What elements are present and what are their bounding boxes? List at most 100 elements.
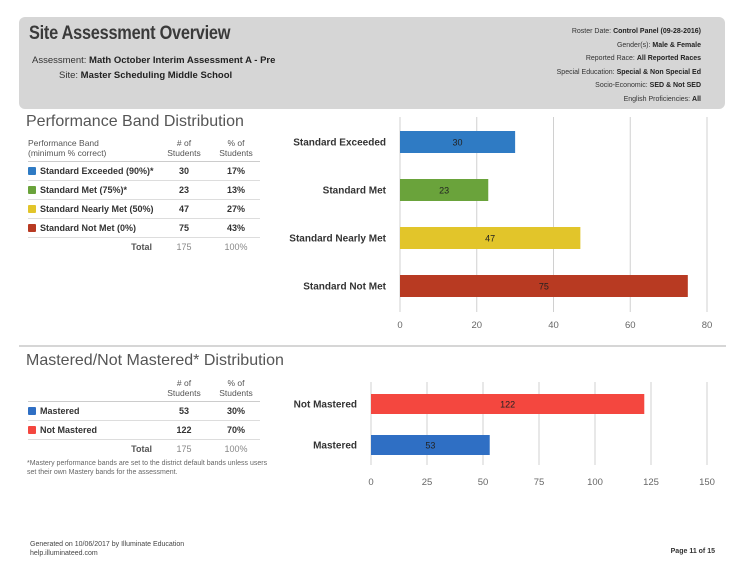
table-total-row: Total 175 100% xyxy=(28,440,260,459)
band-pct: 30% xyxy=(212,401,260,421)
band-pct: 43% xyxy=(212,218,260,238)
bar xyxy=(400,179,489,201)
band-pct: 27% xyxy=(212,199,260,219)
category-label: Standard Nearly Met xyxy=(289,234,386,245)
category-label: Standard Exceeded xyxy=(293,138,386,149)
table-row: Standard Met (75%)* 23 13% xyxy=(28,180,260,200)
band-color-swatch xyxy=(28,167,36,175)
col-header-pct: % of Students xyxy=(212,138,260,162)
table-header-row: Performance Band (minimum % correct) # of… xyxy=(28,138,260,162)
performance-band-table: Performance Band (minimum % correct) # of… xyxy=(28,138,260,257)
total-label: Total xyxy=(131,242,152,253)
band-color-swatch xyxy=(28,205,36,213)
filter-gender: Gender(s): Male & Female xyxy=(616,41,701,49)
category-label: Not Mastered xyxy=(294,400,357,411)
table-row: Not Mastered 122 70% xyxy=(28,420,260,440)
category-label: Standard Met xyxy=(323,186,387,197)
col-header-students: # of Students xyxy=(156,378,212,402)
band-pct: 70% xyxy=(212,420,260,440)
assessment-value: Math October Interim Assessment A - Pre xyxy=(89,55,276,66)
mastery-footnote: *Mastery performance bands are set to th… xyxy=(27,460,268,476)
band-label: Standard Exceeded (90%)* xyxy=(40,166,154,176)
bar-value-label: 53 xyxy=(425,441,435,451)
x-tick-label: 20 xyxy=(471,320,482,331)
band-pct: 17% xyxy=(212,161,260,181)
band-students: 47 xyxy=(156,199,212,219)
total-pct: 100% xyxy=(224,242,248,253)
category-label: Mastered xyxy=(313,441,357,452)
x-tick-label: 25 xyxy=(422,477,433,488)
band-label: Standard Met (75%)* xyxy=(40,185,128,195)
bar-value-label: 23 xyxy=(439,186,449,196)
x-tick-label: 40 xyxy=(548,320,559,331)
x-tick-label: 80 xyxy=(702,320,713,331)
band-label: Mastered xyxy=(40,406,80,416)
band-students: 30 xyxy=(156,161,212,181)
filter-socio-economic: Socio-Economic: SED & Not SED xyxy=(595,82,701,89)
band-pct: 13% xyxy=(212,180,260,200)
band-students: 122 xyxy=(156,420,212,440)
report-header: Site Assessment Overview Assessment: Mat… xyxy=(19,17,725,109)
band-color-swatch xyxy=(28,224,36,232)
x-tick-label: 0 xyxy=(368,477,373,488)
total-pct: 100% xyxy=(224,444,248,455)
bar xyxy=(400,227,581,249)
col-header-pct: % of Students xyxy=(212,378,260,402)
filter-english-proficiency: English Proficiencies: All xyxy=(623,95,701,103)
total-students: 175 xyxy=(176,444,192,455)
col-header-students: # of Students xyxy=(156,138,212,162)
filter-special-education: Special Education: Special & Non Special… xyxy=(556,68,701,76)
band-students: 23 xyxy=(156,180,212,200)
site-line: Site: Master Scheduling Middle School xyxy=(59,70,232,81)
x-tick-label: 0 xyxy=(397,320,402,331)
generated-text: Generated on 10/06/2017 by Illuminate Ed… xyxy=(30,541,185,548)
x-tick-label: 60 xyxy=(625,320,636,331)
band-label: Standard Not Met (0%) xyxy=(40,223,137,233)
band-color-swatch xyxy=(28,407,36,415)
col-header-band: Performance Band (minimum % correct) xyxy=(28,138,156,162)
x-tick-label: 150 xyxy=(699,477,715,488)
assessment-label: Assessment: xyxy=(32,55,87,66)
band-label: Standard Nearly Met (50%) xyxy=(40,204,154,214)
filter-summary: Roster Date: Control Panel (09-28-2016) … xyxy=(557,25,701,106)
x-tick-label: 100 xyxy=(587,477,603,488)
filter-roster-date: Roster Date: Control Panel (09-28-2016) xyxy=(571,28,701,35)
band-students: 75 xyxy=(156,218,212,238)
band-color-swatch xyxy=(28,186,36,194)
table-row: Mastered 53 30% xyxy=(28,401,260,421)
bar xyxy=(400,131,516,153)
section-divider xyxy=(19,345,726,347)
table-row: Standard Nearly Met (50%) 47 27% xyxy=(28,199,260,219)
x-tick-label: 125 xyxy=(643,477,659,488)
total-students: 175 xyxy=(176,242,192,253)
band-students: 53 xyxy=(156,401,212,421)
bar xyxy=(400,275,688,297)
performance-section-title: Performance Band Distribution xyxy=(26,113,244,130)
site-value: Master Scheduling Middle School xyxy=(80,70,233,81)
table-row: Standard Exceeded (90%)* 30 17% xyxy=(28,161,260,181)
bar-value-label: 75 xyxy=(539,282,549,292)
mastery-table: # of Students % of Students Mastered 53 30… xyxy=(28,378,260,459)
mastery-chart: 0 25 50 75 100 125 150 122 Not Mastered 53 Mastere… xyxy=(294,382,715,488)
bar xyxy=(371,435,490,455)
bar-value-label: 47 xyxy=(485,234,495,244)
total-label: Total xyxy=(131,444,152,455)
x-tick-label: 50 xyxy=(478,477,489,488)
page-number: Page 11 of 15 xyxy=(670,548,715,555)
band-label: Not Mastered xyxy=(40,425,98,435)
table-total-row: Total 175 100% xyxy=(28,238,260,257)
filter-race: Reported Race: All Reported Races xyxy=(585,55,701,62)
bar-value-label: 30 xyxy=(453,138,463,148)
page-title: Site Assessment Overview xyxy=(29,23,231,44)
assessment-line: Assessment: Math October Interim Assessm… xyxy=(32,55,275,66)
x-tick-label: 75 xyxy=(534,477,545,488)
site-label: Site: xyxy=(59,70,79,81)
mastery-section-title: Mastered/Not Mastered* Distribution xyxy=(26,352,284,369)
footer-generated: Generated on 10/06/2017 by Illuminate Ed… xyxy=(30,540,184,558)
help-link[interactable]: help.illuminateed.com xyxy=(30,550,98,557)
bar xyxy=(371,394,645,414)
category-label: Standard Not Met xyxy=(303,282,386,293)
bar-value-label: 122 xyxy=(500,400,515,410)
table-header-row: # of Students % of Students xyxy=(28,378,260,402)
band-color-swatch xyxy=(28,426,36,434)
